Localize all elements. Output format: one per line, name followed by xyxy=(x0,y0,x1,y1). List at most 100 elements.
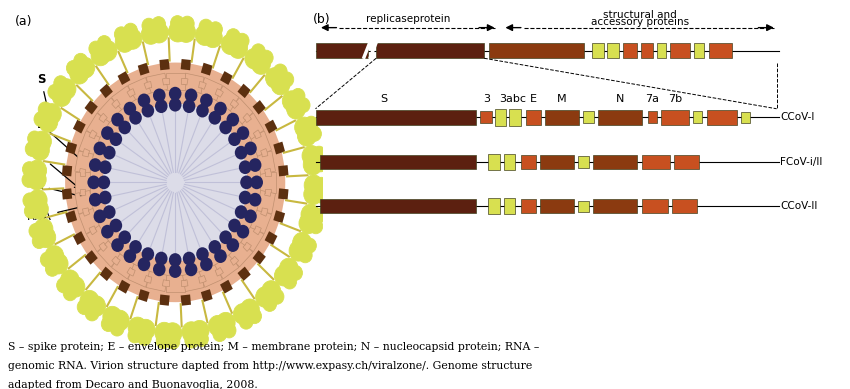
FancyBboxPatch shape xyxy=(592,155,637,169)
Circle shape xyxy=(123,102,136,116)
Circle shape xyxy=(303,238,316,253)
Circle shape xyxy=(275,265,293,286)
Circle shape xyxy=(169,87,182,100)
Circle shape xyxy=(123,23,138,38)
Circle shape xyxy=(57,278,71,293)
Circle shape xyxy=(141,24,160,44)
Circle shape xyxy=(54,76,68,91)
Text: (a): (a) xyxy=(14,15,32,28)
Circle shape xyxy=(308,126,321,141)
Circle shape xyxy=(97,35,111,51)
FancyBboxPatch shape xyxy=(592,200,637,213)
Circle shape xyxy=(28,131,42,146)
Text: S: S xyxy=(381,94,388,104)
Polygon shape xyxy=(237,84,251,98)
Circle shape xyxy=(57,79,76,99)
Circle shape xyxy=(103,103,247,261)
FancyBboxPatch shape xyxy=(592,43,604,58)
Circle shape xyxy=(222,323,236,338)
Circle shape xyxy=(274,64,287,79)
Circle shape xyxy=(70,63,88,84)
Circle shape xyxy=(280,72,294,87)
Polygon shape xyxy=(181,294,191,306)
Circle shape xyxy=(22,172,36,187)
FancyBboxPatch shape xyxy=(670,43,689,58)
Text: RNA: RNA xyxy=(27,188,156,223)
FancyBboxPatch shape xyxy=(693,111,702,123)
Text: CCoV-I: CCoV-I xyxy=(780,112,814,122)
FancyBboxPatch shape xyxy=(376,43,484,58)
Circle shape xyxy=(236,126,249,140)
Circle shape xyxy=(228,219,241,232)
Circle shape xyxy=(163,323,182,343)
Circle shape xyxy=(239,191,252,204)
Circle shape xyxy=(94,209,106,223)
Circle shape xyxy=(129,240,142,254)
Circle shape xyxy=(155,322,173,343)
Circle shape xyxy=(208,315,227,336)
Circle shape xyxy=(66,61,80,75)
Circle shape xyxy=(282,91,301,111)
Polygon shape xyxy=(87,225,110,252)
Circle shape xyxy=(60,270,79,291)
FancyBboxPatch shape xyxy=(540,200,574,213)
Circle shape xyxy=(314,188,328,203)
Circle shape xyxy=(256,287,275,307)
Polygon shape xyxy=(241,113,264,139)
Circle shape xyxy=(103,146,116,159)
Circle shape xyxy=(87,296,105,316)
Circle shape xyxy=(184,333,199,348)
Circle shape xyxy=(235,205,247,219)
Circle shape xyxy=(28,160,47,181)
Polygon shape xyxy=(166,275,184,292)
Polygon shape xyxy=(117,71,130,85)
Circle shape xyxy=(65,63,286,302)
Circle shape xyxy=(298,126,316,146)
Circle shape xyxy=(226,29,241,44)
Polygon shape xyxy=(278,165,288,176)
Polygon shape xyxy=(111,254,136,279)
Circle shape xyxy=(229,38,247,58)
Circle shape xyxy=(38,102,52,117)
FancyBboxPatch shape xyxy=(480,111,492,123)
Circle shape xyxy=(49,253,68,274)
Circle shape xyxy=(312,146,326,161)
Text: 7b: 7b xyxy=(668,94,682,104)
Circle shape xyxy=(88,175,100,189)
Polygon shape xyxy=(229,98,252,124)
Polygon shape xyxy=(159,294,170,306)
Circle shape xyxy=(48,84,62,100)
Circle shape xyxy=(115,27,128,42)
Circle shape xyxy=(22,162,37,177)
FancyBboxPatch shape xyxy=(578,200,588,212)
FancyBboxPatch shape xyxy=(315,110,476,124)
Circle shape xyxy=(244,142,257,155)
Polygon shape xyxy=(274,210,285,223)
Circle shape xyxy=(103,103,247,261)
Circle shape xyxy=(252,54,270,74)
Polygon shape xyxy=(146,73,167,93)
Polygon shape xyxy=(260,172,275,193)
Circle shape xyxy=(76,58,94,78)
Circle shape xyxy=(142,18,156,33)
Circle shape xyxy=(236,225,249,238)
Polygon shape xyxy=(65,142,77,154)
Circle shape xyxy=(138,258,150,271)
Text: S – spike protein; E – envelope protein; M – membrane protein; N – nucleocapsid : S – spike protein; E – envelope protein;… xyxy=(8,342,540,352)
FancyBboxPatch shape xyxy=(546,110,579,124)
Circle shape xyxy=(247,308,262,324)
Polygon shape xyxy=(264,120,277,133)
Circle shape xyxy=(239,160,252,174)
Circle shape xyxy=(45,261,60,276)
Circle shape xyxy=(314,177,328,192)
Circle shape xyxy=(249,193,262,207)
FancyBboxPatch shape xyxy=(320,155,476,169)
Polygon shape xyxy=(251,209,271,234)
Circle shape xyxy=(89,158,101,172)
FancyBboxPatch shape xyxy=(641,43,653,58)
Polygon shape xyxy=(183,272,204,291)
FancyBboxPatch shape xyxy=(504,198,515,214)
Circle shape xyxy=(180,16,194,31)
Text: E: E xyxy=(530,94,537,104)
Circle shape xyxy=(241,299,259,319)
